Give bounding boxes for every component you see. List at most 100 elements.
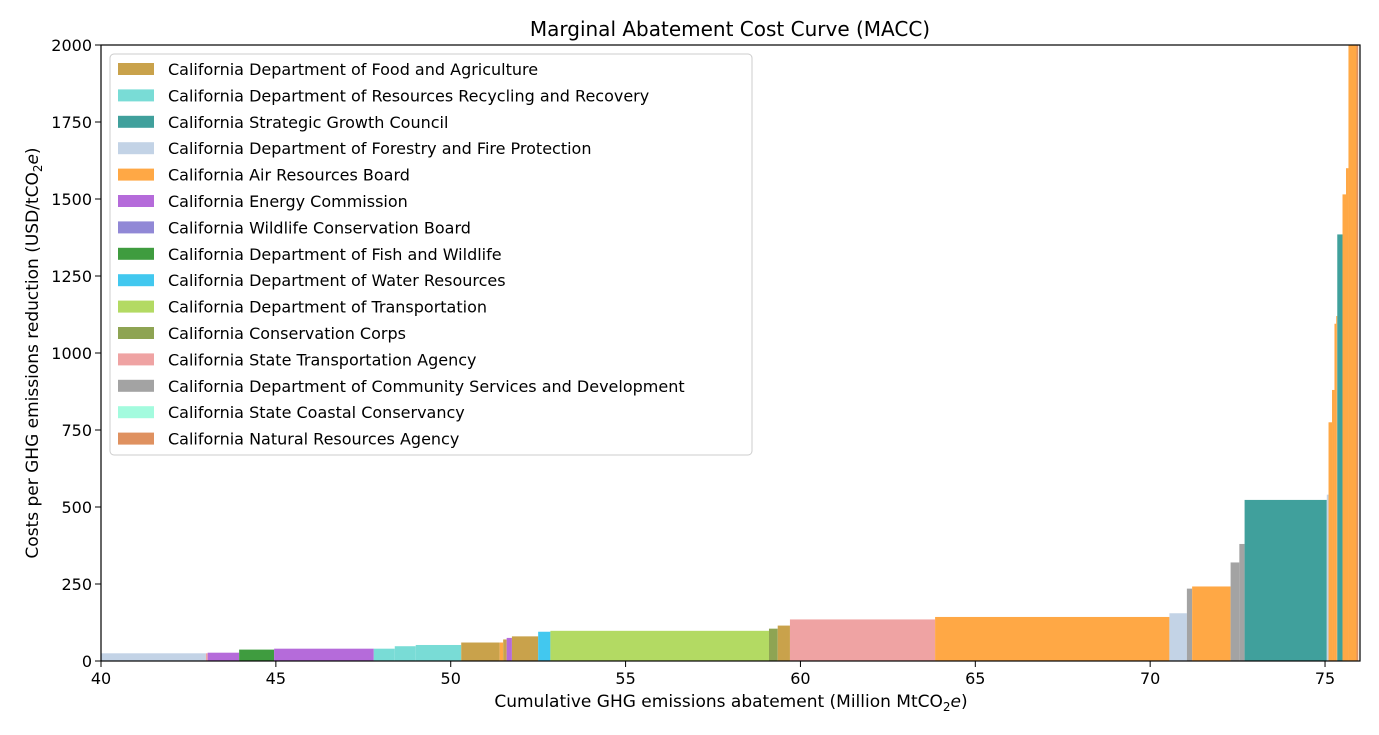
legend-label-10: California Conservation Corps bbox=[168, 324, 406, 343]
x-tick-label-5: 65 bbox=[965, 669, 985, 688]
y-axis-label-close: ) bbox=[23, 147, 43, 154]
bar-22 bbox=[1230, 562, 1240, 661]
legend-label-12: California Department of Community Servi… bbox=[168, 377, 685, 396]
bar-33 bbox=[1348, 45, 1354, 661]
bar-31 bbox=[1342, 194, 1347, 661]
bar-9 bbox=[499, 642, 504, 661]
y-axis-label-text: Costs per GHG emissions reduction (USD/t… bbox=[23, 172, 43, 558]
bar-26 bbox=[1328, 422, 1333, 661]
legend-swatch-1 bbox=[118, 89, 154, 102]
bar-28 bbox=[1334, 323, 1337, 661]
bar-15 bbox=[768, 628, 778, 661]
bar-18 bbox=[935, 616, 1170, 661]
bar-3 bbox=[239, 649, 275, 661]
bar-1 bbox=[205, 653, 208, 661]
y-axis-label: Costs per GHG emissions reduction (USD/t… bbox=[23, 147, 45, 558]
bar-25 bbox=[1326, 494, 1329, 661]
x-tick-label-4: 60 bbox=[790, 669, 810, 688]
legend-box bbox=[109, 53, 753, 456]
y-tick-label-0: 0 bbox=[82, 652, 92, 671]
bar-32 bbox=[1346, 168, 1349, 661]
bar-7 bbox=[415, 644, 462, 661]
bar-19 bbox=[1169, 613, 1187, 661]
bar-24 bbox=[1244, 499, 1327, 661]
legend-swatch-7 bbox=[118, 247, 154, 260]
y-tick-label-2: 500 bbox=[61, 498, 92, 517]
legend-label-13: California State Coastal Conservancy bbox=[168, 403, 465, 422]
legend: California Department of Food and Agricu… bbox=[109, 53, 753, 456]
bar-20 bbox=[1186, 588, 1193, 661]
legend-label-0: California Department of Food and Agricu… bbox=[168, 60, 538, 79]
legend-swatch-3 bbox=[118, 142, 154, 155]
bar-35 bbox=[1356, 45, 1359, 661]
y-tick-label-3: 750 bbox=[61, 421, 92, 440]
y-tick-label-8: 2000 bbox=[51, 36, 92, 55]
legend-swatch-5 bbox=[118, 195, 154, 207]
legend-label-11: California State Transportation Agency bbox=[168, 350, 476, 369]
legend-label-2: California Strategic Growth Council bbox=[168, 113, 448, 132]
bar-30 bbox=[1337, 234, 1343, 662]
legend-swatch-14 bbox=[118, 432, 154, 445]
bar-29 bbox=[1336, 316, 1338, 661]
legend-label-9: California Department of Transportation bbox=[168, 298, 487, 317]
bar-12 bbox=[511, 636, 539, 661]
bar-13 bbox=[538, 631, 551, 661]
x-tick-label-1: 45 bbox=[266, 669, 286, 688]
bar-23 bbox=[1239, 543, 1245, 661]
legend-swatch-4 bbox=[118, 168, 154, 181]
legend-swatch-11 bbox=[118, 353, 154, 366]
bar-5 bbox=[373, 648, 395, 661]
y-tick-label-1: 250 bbox=[61, 575, 92, 594]
legend-label-4: California Air Resources Board bbox=[168, 166, 410, 185]
legend-label-7: California Department of Fish and Wildli… bbox=[168, 245, 502, 264]
bar-34 bbox=[1353, 45, 1357, 661]
x-axis-label-close: ) bbox=[961, 692, 968, 712]
x-axis-label-e: e bbox=[951, 692, 961, 712]
bar-11 bbox=[506, 637, 512, 661]
bar-17 bbox=[789, 619, 936, 661]
bar-4 bbox=[274, 648, 374, 661]
legend-swatch-0 bbox=[118, 63, 154, 75]
legend-swatch-6 bbox=[118, 221, 154, 234]
x-tick-label-6: 70 bbox=[1140, 669, 1160, 688]
chart-title: Marginal Abatement Cost Curve (MACC) bbox=[530, 17, 930, 41]
x-tick-label-2: 50 bbox=[441, 669, 461, 688]
legend-label-8: California Department of Water Resources bbox=[168, 271, 506, 290]
legend-swatch-9 bbox=[118, 300, 154, 313]
legend-swatch-10 bbox=[118, 327, 154, 339]
y-tick-label-6: 1500 bbox=[51, 190, 92, 209]
bar-16 bbox=[777, 625, 790, 661]
bar-8 bbox=[461, 642, 500, 661]
y-tick-label-4: 1000 bbox=[51, 344, 92, 363]
legend-label-1: California Department of Resources Recyc… bbox=[168, 86, 649, 105]
legend-swatch-8 bbox=[118, 274, 154, 287]
x-axis-label-text: Cumulative GHG emissions abatement (Mill… bbox=[494, 692, 943, 712]
x-axis: 40 45 50 55 60 65 70 75 bbox=[91, 661, 1335, 688]
y-axis: 0 250 500 750 1000 1250 1500 1750 2000 bbox=[51, 36, 101, 671]
bar-6 bbox=[394, 646, 416, 661]
y-axis-label-subscript: 2 bbox=[31, 165, 45, 173]
legend-label-14: California Natural Resources Agency bbox=[168, 430, 459, 449]
x-tick-label-7: 75 bbox=[1315, 669, 1335, 688]
x-axis-label: Cumulative GHG emissions abatement (Mill… bbox=[494, 692, 967, 714]
x-tick-label-0: 40 bbox=[91, 669, 111, 688]
bar-14 bbox=[550, 630, 769, 661]
y-tick-label-5: 1250 bbox=[51, 267, 92, 286]
bar-27 bbox=[1332, 389, 1335, 661]
bar-0 bbox=[101, 653, 206, 661]
bar-10 bbox=[503, 639, 507, 661]
legend-swatch-2 bbox=[118, 115, 154, 128]
legend-swatch-13 bbox=[118, 406, 154, 419]
bars-group bbox=[101, 45, 1359, 662]
x-axis-label-subscript: 2 bbox=[943, 700, 951, 714]
y-axis-label-e: e bbox=[23, 154, 43, 164]
legend-label-6: California Wildlife Conservation Board bbox=[168, 218, 471, 237]
x-tick-label-3: 55 bbox=[615, 669, 635, 688]
legend-label-3: California Department of Forestry and Fi… bbox=[168, 139, 591, 158]
y-tick-label-7: 1750 bbox=[51, 113, 92, 132]
legend-swatch-12 bbox=[118, 379, 154, 392]
bar-21 bbox=[1192, 586, 1231, 661]
bar-2 bbox=[207, 652, 240, 661]
legend-label-5: California Energy Commission bbox=[168, 192, 408, 211]
